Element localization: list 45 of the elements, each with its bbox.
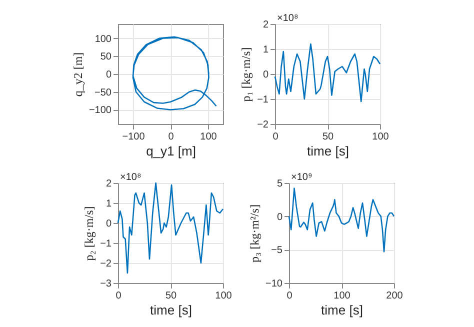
y-tick-label: 2 — [106, 178, 112, 190]
x-tick-label: 100 — [334, 290, 351, 302]
y-tick-label: −2 — [100, 258, 112, 270]
x-axis-title: time [s] — [150, 302, 192, 318]
x-tick-label: 50 — [165, 290, 177, 302]
y-tick-label: −1 — [100, 238, 112, 250]
y-tick-label: 0 — [276, 212, 283, 223]
y-tick-label: 0 — [106, 218, 112, 230]
y-tick-label: 0 — [106, 70, 112, 80]
y-tick-label: −3 — [100, 278, 112, 290]
y-tick-label: 50 — [100, 52, 112, 63]
x-tick-label: 100 — [372, 132, 390, 142]
y-axis-title: p₃ [kg·m²/s] — [248, 204, 262, 263]
x-tick-label: 0 — [168, 132, 174, 142]
line-series — [288, 188, 395, 252]
line-series — [274, 43, 381, 102]
x-axis-title: q_y1 [m] — [146, 144, 196, 158]
x-tick-label: −100 — [122, 132, 146, 142]
y-tick-label: −2 — [257, 120, 269, 130]
x-axis-title: time [s] — [307, 144, 349, 158]
y-tick-label: 1 — [262, 44, 269, 56]
line-series — [132, 36, 217, 110]
x-tick-label: 0 — [116, 290, 122, 302]
y-axis-title: p₁ [kg·m/s] — [239, 47, 254, 102]
text: ×10⁸ — [120, 172, 142, 183]
x-tick-label: 100 — [215, 290, 232, 302]
x-axis-title: time [s] — [321, 302, 363, 318]
y-tick-label: 1 — [106, 198, 112, 210]
y-axis-title: q_y2 [m] — [70, 52, 85, 97]
x-tick-label: 100 — [200, 132, 218, 142]
x-tick-label: 200 — [386, 290, 404, 302]
text: ×10⁸ — [277, 13, 298, 24]
y-tick-label: −50 — [94, 87, 112, 98]
y-tick-label: −5 — [271, 245, 283, 256]
y-axis-title: p₂ [kg·m/s] — [82, 206, 96, 261]
y-tick-label: −10 — [266, 278, 283, 290]
y-tick-label: 2 — [262, 20, 269, 30]
y-tick-label: −100 — [88, 105, 112, 116]
x-tick-label: 50 — [322, 132, 334, 142]
y-tick-label: 100 — [94, 34, 112, 45]
text: ×10⁹ — [291, 172, 312, 183]
x-tick-label: 0 — [286, 290, 293, 302]
y-tick-label: 0 — [262, 70, 269, 80]
y-tick-label: −1 — [257, 94, 269, 106]
y-tick-label: 5 — [276, 178, 283, 190]
